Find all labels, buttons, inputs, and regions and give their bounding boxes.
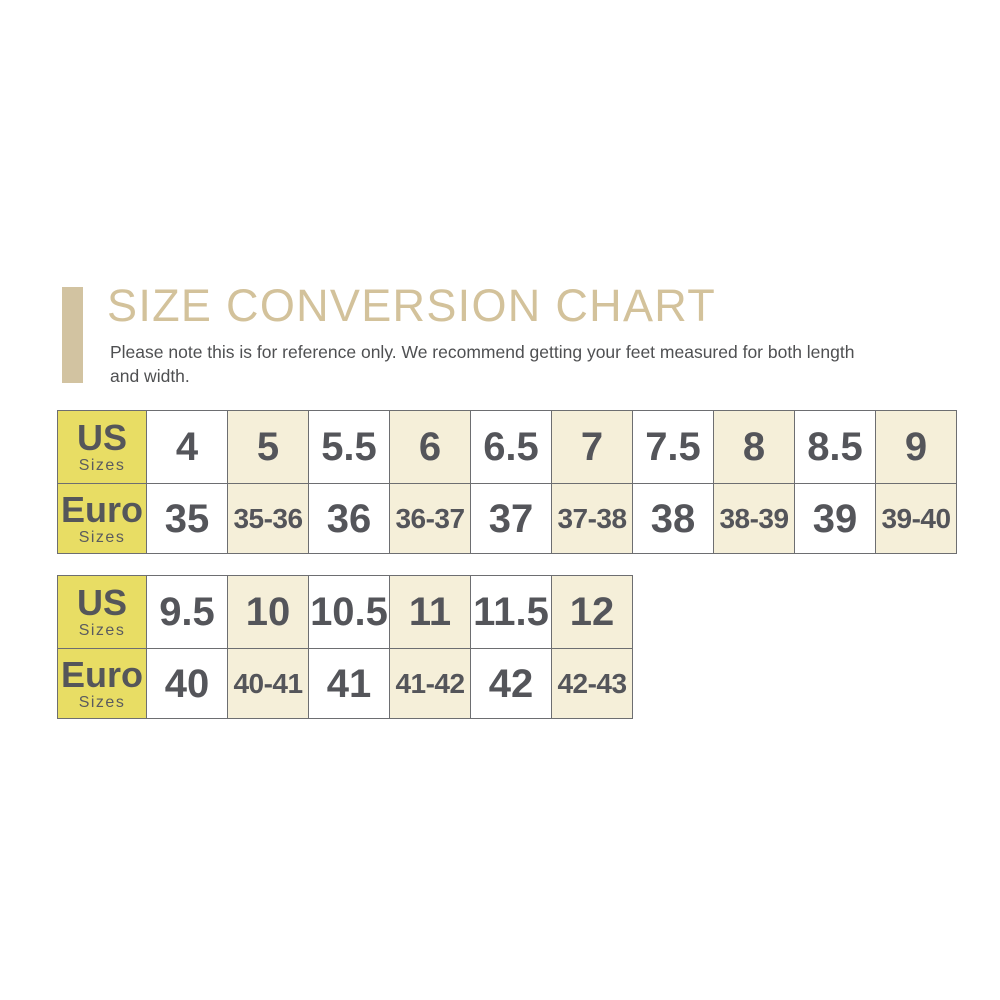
row-header-label: US [76,582,127,623]
size-value: 36-37 [395,502,465,534]
size-value: 11.5 [473,590,549,634]
euro-size-cell: 38-39 [713,483,795,554]
title-accent-bar [62,287,83,383]
size-value: 41 [326,661,372,706]
size-value: 39 [812,496,858,541]
euro-size-cell: 35 [146,483,228,554]
size-value: 41-42 [395,667,465,699]
size-value: 38-39 [719,502,789,534]
us-size-cell: 8.5 [794,410,876,484]
us-size-cell: 12 [551,575,633,649]
size-value: 37-38 [557,502,627,534]
size-table-us-4-to-9: US Sizes 4 5 5.5 6 6.5 7 7.5 8 8.5 9 Euro Sizes 35 35-3… [57,410,957,554]
size-value: 35-36 [233,502,303,534]
size-value: 42 [488,661,534,706]
us-size-cell: 7 [551,410,633,484]
size-value: 8.5 [807,425,863,469]
us-sizes-row: US Sizes 9.5 10 10.5 11 11.5 12 [57,575,633,649]
row-header-cell: Euro Sizes [57,483,147,554]
us-sizes-row: US Sizes 4 5 5.5 6 6.5 7 7.5 8 8.5 9 [57,410,957,484]
size-value: 10 [245,590,291,634]
euro-size-cell: 39-40 [875,483,957,554]
reference-note-line-2: and width. [110,365,190,386]
reference-note-line-1: Please note this is for reference only. … [110,342,855,362]
row-header-label: Euro [60,488,143,530]
size-value: 40 [164,661,210,706]
us-size-cell: 11 [389,575,471,649]
euro-size-cell: 41-42 [389,648,471,719]
reference-note: Please note this is for reference only. … [110,341,950,388]
euro-size-cell: 42 [470,648,552,719]
us-size-cell: 9.5 [146,575,228,649]
row-header-cell: Euro Sizes [57,648,147,719]
euro-size-cell: 39 [794,483,876,554]
size-value: 6.5 [483,425,539,469]
size-value: 5.5 [321,425,377,469]
euro-size-cell: 36-37 [389,483,471,554]
row-header-sublabel: Sizes [78,622,126,639]
size-value: 40-41 [233,667,303,699]
size-value: 42-43 [557,667,627,699]
size-value: 7 [580,425,604,469]
us-size-cell: 6 [389,410,471,484]
euro-size-cell: 37 [470,483,552,554]
row-header-sublabel: Sizes [78,457,126,474]
size-value: 35 [164,496,210,541]
us-size-cell: 10 [227,575,309,649]
size-value: 39-40 [881,502,951,534]
euro-size-cell: 40-41 [227,648,309,719]
us-size-cell: 10.5 [308,575,390,649]
size-value: 11 [408,590,452,634]
us-size-cell: 4 [146,410,228,484]
us-size-cell: 8 [713,410,795,484]
row-header-cell: US Sizes [57,575,147,649]
size-value: 38 [650,496,696,541]
euro-size-cell: 40 [146,648,228,719]
size-value: 8 [742,425,766,469]
us-size-cell: 5.5 [308,410,390,484]
euro-sizes-row: Euro Sizes 40 40-41 41 41-42 42 42-43 [57,648,633,719]
size-value: 37 [488,496,534,541]
us-size-cell: 11.5 [470,575,552,649]
size-value: 6 [418,425,442,469]
euro-size-cell: 35-36 [227,483,309,554]
row-header-sublabel: Sizes [78,528,126,546]
euro-size-cell: 42-43 [551,648,633,719]
euro-size-cell: 41 [308,648,390,719]
euro-sizes-row: Euro Sizes 35 35-36 36 36-37 37 37-38 38 38-39 39 3… [57,483,957,554]
size-value: 12 [569,590,615,634]
size-value: 5 [256,425,280,469]
euro-size-cell: 36 [308,483,390,554]
row-header-cell: US Sizes [57,410,147,484]
size-value: 7.5 [645,425,701,469]
us-size-cell: 9 [875,410,957,484]
page-title: SIZE CONVERSION CHART [107,280,717,331]
euro-size-cell: 38 [632,483,714,554]
size-value: 9.5 [159,590,215,634]
size-table-us-9half-to-12: US Sizes 9.5 10 10.5 11 11.5 12 Euro Sizes 40 40-41… [57,575,633,719]
size-value: 10.5 [310,590,388,634]
row-header-label: US [76,417,127,458]
row-header-sublabel: Sizes [78,693,126,711]
size-value: 4 [175,425,199,469]
size-value: 9 [904,425,928,469]
us-size-cell: 6.5 [470,410,552,484]
euro-size-cell: 37-38 [551,483,633,554]
us-size-cell: 7.5 [632,410,714,484]
size-value: 36 [326,496,372,541]
us-size-cell: 5 [227,410,309,484]
row-header-label: Euro [60,653,143,695]
